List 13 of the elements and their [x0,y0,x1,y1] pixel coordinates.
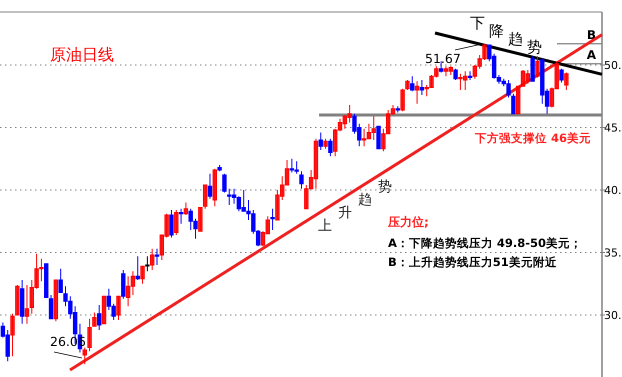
y-tick-label: 45. [604,122,622,134]
annotation: B：上升趋势线压力51美元附近 [388,255,558,269]
y-tick-label: 50. [604,59,622,72]
y-tick-label: 35. [604,246,622,260]
y-tick-label: 30. [604,309,622,322]
annotation: A：下降趋势线压力 49.8-50美元； [388,236,582,250]
annotation: 下方强支撑位 46美元 [474,131,592,145]
ref-line-label: A [586,48,597,62]
annotation: 51.67 [425,51,461,66]
y-tick-label: 40. [604,184,622,197]
annotation: 下降趋势 [470,14,542,56]
text: 原油日线 [50,45,114,64]
ref-line-label: B [586,28,596,42]
